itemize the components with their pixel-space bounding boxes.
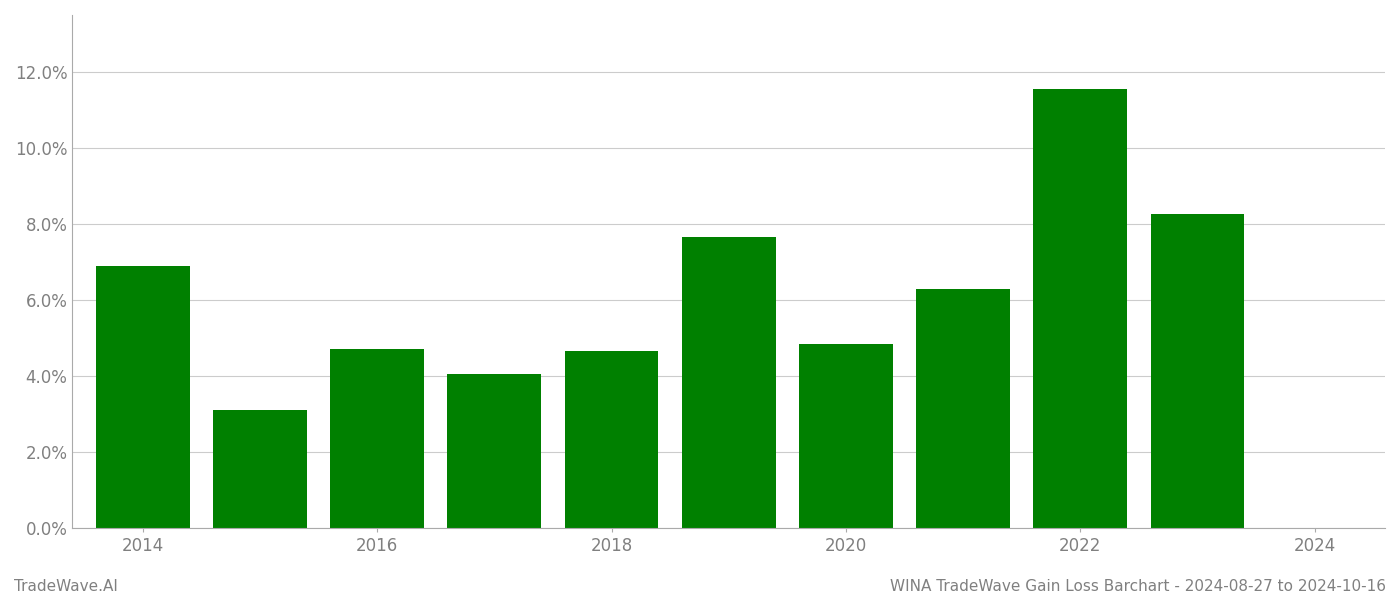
Bar (97, 266, 189, 528)
Text: WINA TradeWave Gain Loss Barchart - 2024-08-27 to 2024-10-16: WINA TradeWave Gain Loss Barchart - 2024… (890, 579, 1386, 594)
Bar (916, 289, 1009, 528)
Bar (564, 351, 658, 528)
Bar (1151, 214, 1245, 528)
Text: TradeWave.AI: TradeWave.AI (14, 579, 118, 594)
Bar (213, 410, 307, 528)
Bar (682, 237, 776, 528)
Bar (448, 374, 542, 528)
Bar (1033, 89, 1127, 528)
Bar (330, 349, 424, 528)
Bar (799, 344, 893, 528)
